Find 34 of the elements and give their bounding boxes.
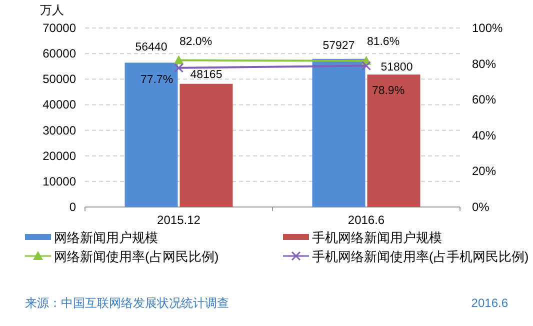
y-axis-title: 万人	[40, 3, 64, 17]
y-tick-label: 60000	[42, 46, 76, 61]
y2-tick-label: 60%	[472, 92, 496, 107]
legend-label: 手机网络新闻使用率(占手机网民比例)	[312, 249, 529, 264]
y-tick-label: 0	[69, 200, 76, 214]
data-label: 57927	[322, 40, 355, 52]
y2-tick-label: 0%	[472, 200, 490, 214]
text: 2016.6	[471, 296, 508, 310]
bar	[124, 62, 178, 207]
data-label: 48165	[190, 68, 222, 81]
data-label: 56440	[135, 42, 168, 54]
y2-tick-label: 20%	[472, 164, 496, 178]
data-label: 77.7%	[140, 74, 174, 86]
data-label: 78.9%	[372, 84, 405, 97]
bar	[312, 58, 366, 207]
y2-tick-label: 100%	[472, 21, 504, 35]
data-label: 81.6%	[366, 36, 400, 48]
data-label: 82.0%	[179, 36, 212, 48]
y-tick-label: 20000	[42, 148, 76, 163]
legend-label: 网络新闻用户规模	[54, 230, 158, 245]
y-tick-label: 10000	[42, 174, 76, 188]
y2-tick-label: 40%	[472, 128, 496, 142]
bar	[180, 84, 233, 207]
y-tick-label: 50000	[42, 72, 76, 86]
source-note: 来源：中国互联网络发展状况统计调查	[25, 296, 229, 310]
x-tick-label: 2015.12	[157, 213, 201, 227]
y-tick-label: 70000	[42, 21, 76, 35]
y2-tick-label: 80%	[472, 56, 496, 71]
y-tick-label: 40000	[42, 98, 76, 112]
bar	[367, 74, 420, 207]
legend-label: 手机网络新闻用户规模	[312, 230, 442, 245]
legend-label: 网络新闻使用率(占网民比例)	[54, 249, 219, 264]
data-label: 51800	[380, 62, 413, 74]
y-tick-label: 30000	[42, 123, 76, 138]
